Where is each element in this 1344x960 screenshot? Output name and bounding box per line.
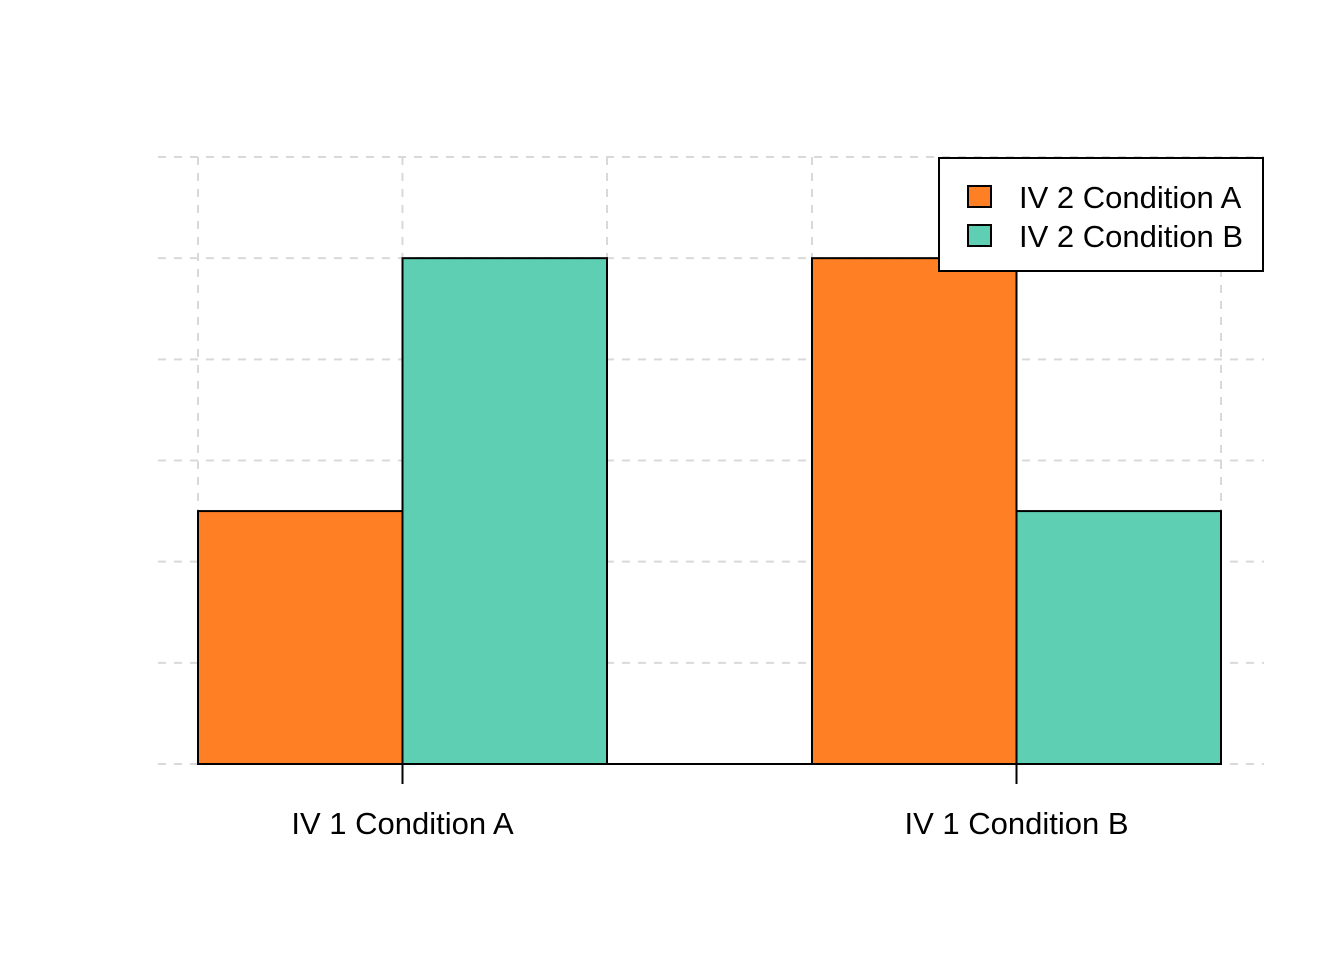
x-axis: IV 1 Condition A IV 1 Condition B: [198, 763, 1221, 841]
bar-1-2: [401, 257, 608, 765]
x-tick-label: IV 1 Condition B: [904, 806, 1128, 841]
legend-label: IV 2 Condition A: [1019, 180, 1242, 215]
legend-box: [938, 157, 1264, 272]
bars: [197, 257, 1222, 766]
legend: IV 2 Condition A IV 2 Condition B: [938, 157, 1264, 272]
bar-2-1: [811, 257, 1018, 765]
legend-swatch: [967, 224, 992, 247]
legend-swatch: [967, 185, 992, 208]
x-tick-label: IV 1 Condition A: [291, 806, 514, 841]
bar-2-2: [1015, 510, 1222, 766]
legend-label: IV 2 Condition B: [1019, 219, 1243, 254]
bar-1-1: [197, 510, 404, 766]
